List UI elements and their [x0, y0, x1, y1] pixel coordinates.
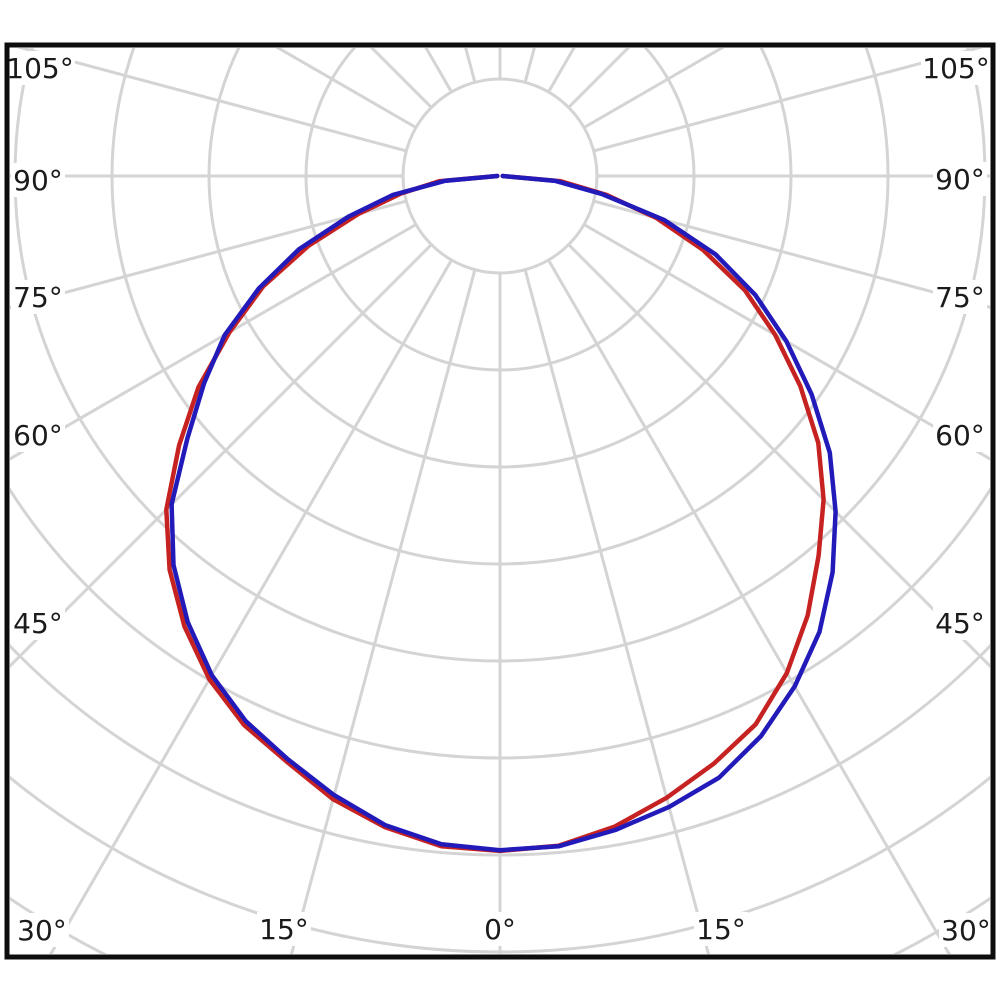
- angle-label: 60°: [935, 419, 985, 452]
- angle-label: 45°: [13, 607, 63, 640]
- angle-label: 105°: [6, 52, 73, 85]
- grid-radial-line: [464, 48, 477, 83]
- angle-label: 60°: [13, 419, 63, 452]
- angle-label-backing: [694, 912, 748, 946]
- angle-label: 45°: [935, 607, 985, 640]
- angle-label-backing: [933, 280, 987, 314]
- angle-label: 30°: [17, 914, 67, 947]
- angle-label: 15°: [259, 913, 309, 946]
- angle-label-backing: [11, 418, 65, 452]
- grid-radial-line: [593, 199, 990, 309]
- grid-radial-line: [567, 243, 990, 669]
- angle-label-backing: [939, 913, 993, 947]
- grid-radial-line: [547, 259, 951, 954]
- grid-radial-line: [10, 243, 433, 669]
- angle-label-backing: [15, 913, 69, 947]
- angle-labels: 105° 90° 75° 60° 45° 105° 90° 75° 60° 45° 30° 15° 0°…: [5, 51, 993, 947]
- blue-curve: [169, 173, 838, 853]
- angle-label-backing: [933, 418, 987, 452]
- angle-label: 90°: [13, 164, 63, 197]
- plot-border: [4, 42, 996, 960]
- angle-label-backing: [5, 51, 75, 85]
- grid-radial-line: [16, 48, 407, 153]
- angle-label: 75°: [13, 281, 63, 314]
- angle-label: 15°: [696, 913, 746, 946]
- angle-label-backing: [11, 606, 65, 640]
- angle-label: 0°: [484, 913, 516, 946]
- angle-label-backing: [481, 912, 519, 946]
- red-curve: [164, 173, 826, 854]
- angle-label-backing: [921, 51, 991, 85]
- grid-radial-line: [289, 269, 477, 954]
- angle-label-backing: [11, 163, 65, 197]
- grid-radial-line: [523, 48, 536, 83]
- angle-label-backing: [933, 606, 987, 640]
- angle-label-backing: [11, 280, 65, 314]
- grid-radial-line: [10, 199, 407, 309]
- grid-radial-line: [49, 259, 453, 954]
- grid-radial-line: [593, 48, 984, 153]
- angle-label: 75°: [935, 281, 985, 314]
- grid-ring: [401, 77, 599, 275]
- angle-label: 90°: [935, 163, 985, 196]
- angle-label-backing: [933, 162, 987, 196]
- grid-radial-line: [523, 269, 711, 954]
- angle-label-backing: [257, 912, 311, 946]
- intensity-curves: [164, 173, 838, 854]
- angle-label: 105°: [922, 52, 989, 85]
- angle-label: 30°: [941, 914, 991, 947]
